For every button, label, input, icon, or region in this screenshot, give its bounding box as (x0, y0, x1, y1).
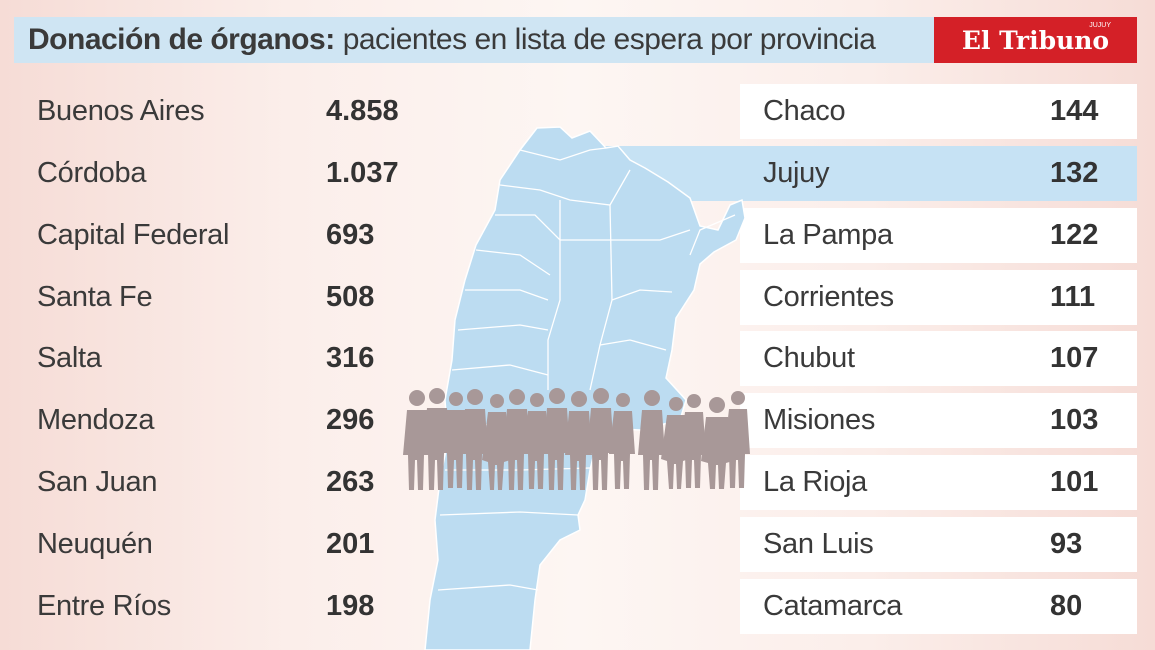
table-row: Catamarca 80 (740, 579, 1137, 634)
el-tribuno-logo: El Tribuno JUJUY (934, 17, 1137, 63)
patient-count: 693 (326, 219, 375, 251)
person-icon (701, 397, 733, 489)
patient-count: 296 (326, 404, 375, 436)
patient-count: 122 (1050, 219, 1099, 251)
province-name: Neuquén (37, 528, 153, 560)
patient-count: 508 (326, 281, 375, 313)
province-name: La Rioja (763, 466, 867, 498)
person-icon (403, 390, 430, 490)
title-subtitle: pacientes en lista de espera por provinc… (342, 23, 876, 56)
person-icon (661, 397, 689, 489)
province-name: Santa Fe (37, 281, 153, 313)
patient-count: 103 (1050, 404, 1099, 436)
province-name: Chaco (763, 95, 846, 127)
table-row: La Pampa 122 (740, 208, 1137, 263)
patient-count: 101 (1050, 466, 1099, 498)
table-row: Corrientes 111 (740, 270, 1137, 325)
patient-count: 80 (1050, 590, 1083, 622)
province-name: Chubut (763, 342, 855, 374)
table-row: Córdoba 1.037 (14, 146, 454, 201)
table-row: Neuquén 201 (14, 517, 454, 572)
table-row: Buenos Aires 4.858 (14, 84, 454, 139)
patient-count: 144 (1050, 95, 1099, 127)
province-name: Capital Federal (37, 219, 230, 251)
person-icon (609, 393, 635, 489)
person-icon (523, 393, 549, 489)
person-icon (543, 388, 570, 490)
table-row: Capital Federal 693 (14, 208, 454, 263)
patient-count: 201 (326, 528, 375, 560)
person-icon (442, 392, 468, 488)
logo-edition: JUJUY (1089, 22, 1111, 29)
patient-count: 1.037 (326, 157, 399, 189)
province-name: Salta (37, 342, 102, 374)
province-name: La Pampa (763, 219, 893, 251)
province-name: Misiones (763, 404, 876, 436)
table-row: Chubut 107 (740, 331, 1137, 386)
person-icon (482, 394, 510, 490)
title-bar: Donación de órganos: pacientes en lista … (14, 17, 934, 63)
patient-count: 132 (1050, 157, 1099, 189)
map-outline (424, 126, 746, 650)
province-name: Buenos Aires (37, 95, 205, 127)
province-name: Corrientes (763, 281, 894, 313)
table-row: La Rioja 101 (740, 455, 1137, 510)
patient-count: 198 (326, 590, 375, 622)
person-icon (587, 388, 614, 490)
table-row: Chaco 144 (740, 84, 1137, 139)
province-name: San Luis (763, 528, 874, 560)
province-name: Mendoza (37, 404, 155, 436)
patient-count: 93 (1050, 528, 1083, 560)
patient-count: 316 (326, 342, 375, 374)
province-name: Córdoba (37, 157, 147, 189)
person-icon (503, 389, 530, 490)
person-icon (680, 394, 706, 488)
table-row: Santa Fe 508 (14, 270, 454, 325)
patient-count: 4.858 (326, 95, 399, 127)
table-row-highlighted: Jujuy 132 (600, 146, 1137, 201)
table-row: Mendoza 296 (14, 393, 454, 448)
logo-text: El Tribuno (961, 25, 1110, 55)
patient-count: 263 (326, 466, 375, 498)
province-name: Jujuy (763, 157, 830, 189)
table-row: San Juan 263 (14, 455, 454, 510)
person-icon (565, 391, 592, 490)
person-icon (724, 391, 750, 488)
table-row: Entre Ríos 198 (14, 579, 454, 634)
table-row: Salta 316 (14, 331, 454, 386)
title-bold: Donación de órganos: (28, 23, 335, 56)
patient-count: 107 (1050, 342, 1099, 374)
person-icon (461, 389, 488, 490)
table-row: San Luis 93 (740, 517, 1137, 572)
province-name: Catamarca (763, 590, 903, 622)
province-name: Entre Ríos (37, 590, 171, 622)
table-row: Misiones 103 (740, 393, 1137, 448)
person-icon (423, 388, 450, 490)
people-silhouettes-icon (403, 388, 750, 490)
person-icon (638, 390, 665, 490)
province-name: San Juan (37, 466, 158, 498)
patient-count: 111 (1050, 281, 1096, 313)
